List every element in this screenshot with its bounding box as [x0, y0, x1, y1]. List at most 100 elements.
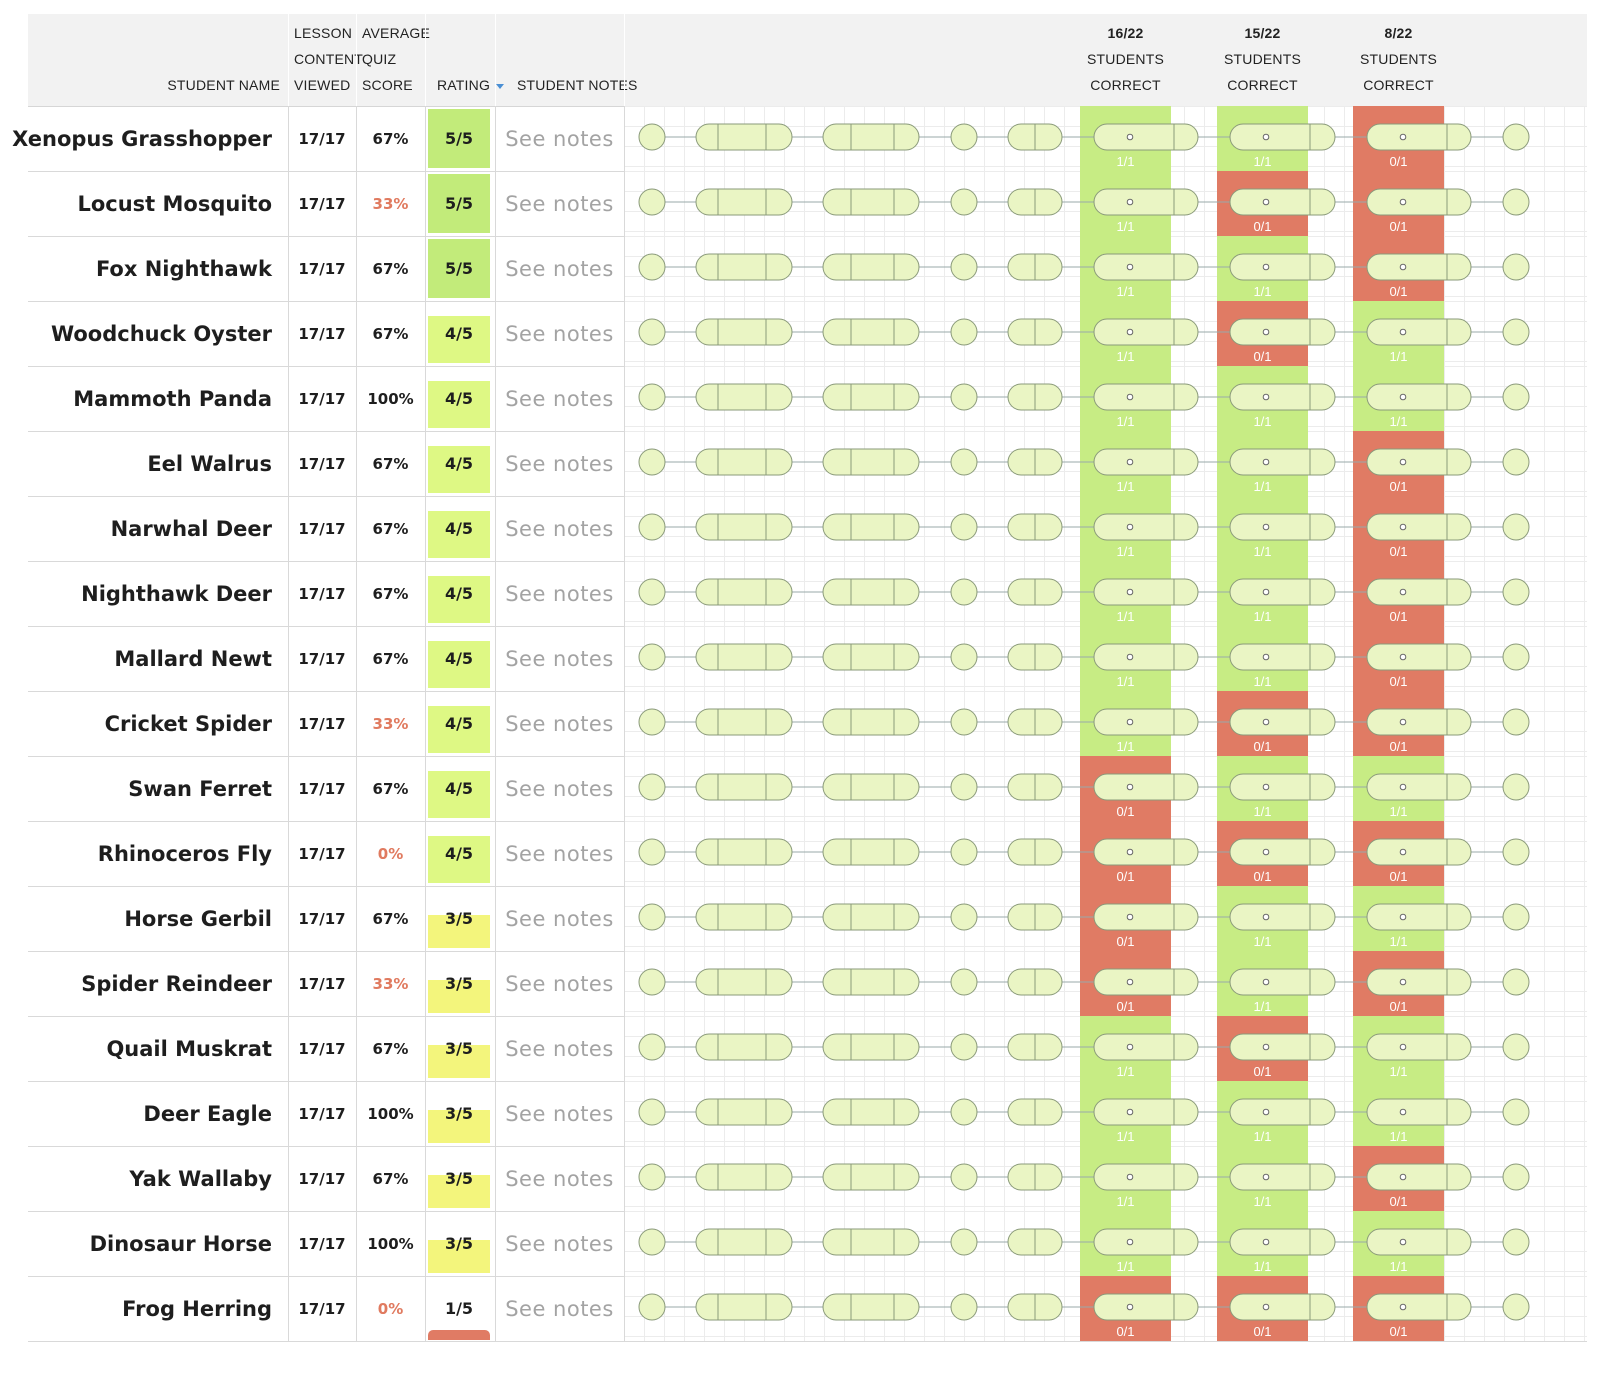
lesson-node [950, 448, 978, 476]
student-name[interactable]: Mallard Newt [114, 646, 272, 671]
header-quiz-3[interactable]: 8/22 STUDENTS CORRECT [1353, 14, 1444, 106]
lesson-group-node [695, 383, 793, 411]
see-notes-link[interactable]: See notes [505, 1036, 614, 1061]
table-row[interactable]: 1/1 1/1 1/1 Deer Eagle 17/17 100% 3/5 See notes [28, 1081, 1587, 1147]
see-notes-link[interactable]: See notes [505, 646, 614, 671]
table-row[interactable]: 1/1 1/1 0/1 Mallard Newt 17/17 67% 4/5 See note… [28, 626, 1587, 692]
lesson-content-viewed: 17/17 [298, 909, 346, 928]
column-divider [356, 1211, 357, 1276]
header-average-quiz-score[interactable]: AVERAGE QUIZ SCORE [362, 25, 431, 93]
see-notes-link[interactable]: See notes [505, 1231, 614, 1256]
student-name[interactable]: Yak Wallaby [129, 1166, 272, 1191]
quiz-marker [1126, 523, 1134, 531]
student-name[interactable]: Woodchuck Oyster [50, 321, 272, 346]
progress-track [638, 903, 1530, 931]
quiz-marker [1262, 328, 1270, 336]
see-notes-link[interactable]: See notes [505, 516, 614, 541]
student-name[interactable]: Nighthawk Deer [81, 581, 272, 606]
table-row[interactable]: 1/1 0/1 0/1 Locust Mosquito 17/17 33% 5/5 See n… [28, 171, 1587, 237]
table-row[interactable]: 1/1 1/1 0/1 Eel Walrus 17/17 67% 4/5 See notes [28, 431, 1587, 497]
quiz-result-label: 1/1 [1116, 154, 1135, 169]
lesson-node [950, 643, 978, 671]
table-row[interactable]: 1/1 1/1 0/1 Yak Wallaby 17/17 67% 3/5 See notes [28, 1146, 1587, 1212]
quiz-marker [1399, 263, 1407, 271]
see-notes-link[interactable]: See notes [505, 1296, 614, 1321]
student-name[interactable]: Quail Muskrat [106, 1036, 272, 1061]
student-name[interactable]: Xenopus Grasshopper [12, 126, 272, 151]
sort-descending-icon[interactable] [496, 83, 505, 89]
see-notes-link[interactable]: See notes [505, 386, 614, 411]
student-name[interactable]: Mammoth Panda [73, 386, 272, 411]
column-divider [288, 236, 289, 301]
column-divider [288, 366, 289, 431]
table-row[interactable]: 1/1 0/1 1/1 Woodchuck Oyster 17/17 67% 4/5 See … [28, 301, 1587, 367]
header-lesson-content-viewed[interactable]: LESSON CONTENT VIEWED [294, 25, 364, 93]
student-name[interactable]: Fox Nighthawk [95, 256, 272, 281]
lesson-group-node [1366, 578, 1472, 606]
header-rating[interactable]: RATING [425, 14, 505, 106]
student-name[interactable]: Frog Herring [122, 1296, 272, 1321]
column-divider [288, 691, 289, 756]
rating-cell: 4/5 [425, 756, 495, 821]
table-row[interactable]: 0/1 1/1 1/1 Swan Ferret 17/17 67% 4/5 See notes [28, 756, 1587, 822]
see-notes-link[interactable]: See notes [505, 321, 614, 346]
student-name[interactable]: Cricket Spider [104, 711, 272, 736]
student-name[interactable]: Rhinoceros Fly [97, 841, 272, 866]
quiz-result-cell[interactable]: 0/1 [1217, 1016, 1308, 1081]
rating-value: 5/5 [444, 129, 474, 148]
lesson-group-node [1366, 643, 1472, 671]
see-notes-link[interactable]: See notes [505, 1101, 614, 1126]
student-name[interactable]: Horse Gerbil [124, 906, 272, 931]
table-row[interactable]: 1/1 0/1 0/1 Cricket Spider 17/17 33% 4/5 See no… [28, 691, 1587, 757]
see-notes-link[interactable]: See notes [505, 841, 614, 866]
see-notes-link[interactable]: See notes [505, 971, 614, 996]
lesson-group-node [695, 838, 793, 866]
header-student-name[interactable]: STUDENT NAME [167, 77, 280, 93]
see-notes-link[interactable]: See notes [505, 1166, 614, 1191]
lesson-group-node [1366, 123, 1472, 151]
table-row[interactable]: 0/1 0/1 0/1 Frog Herring 17/17 0% 1/5 See notes [28, 1276, 1587, 1342]
table-row[interactable]: 0/1 1/1 1/1 Horse Gerbil 17/17 67% 3/5 See note… [28, 886, 1587, 952]
student-name[interactable]: Spider Reindeer [81, 971, 272, 996]
quiz-result-label: 0/1 [1389, 544, 1408, 559]
see-notes-link[interactable]: See notes [505, 906, 614, 931]
table-row[interactable]: 1/1 0/1 1/1 Quail Muskrat 17/17 67% 3/5 See not… [28, 1016, 1587, 1082]
header-student-notes[interactable]: STUDENT NOTES [517, 77, 638, 93]
see-notes-link[interactable]: See notes [505, 256, 614, 281]
table-row[interactable]: 1/1 1/1 0/1 Nighthawk Deer 17/17 67% 4/5 See no… [28, 561, 1587, 627]
column-divider [425, 496, 426, 561]
student-name[interactable]: Locust Mosquito [77, 191, 272, 216]
see-notes-link[interactable]: See notes [505, 126, 614, 151]
see-notes-link[interactable]: See notes [505, 451, 614, 476]
lesson-group-node [695, 1293, 793, 1321]
table-row[interactable]: 0/1 1/1 0/1 Spider Reindeer 17/17 33% 3/5 See n… [28, 951, 1587, 1017]
average-quiz-score: 67% [372, 1039, 409, 1058]
see-notes-link[interactable]: See notes [505, 581, 614, 606]
student-name[interactable]: Dinosaur Horse [89, 1231, 272, 1256]
table-row[interactable]: 1/1 1/1 0/1 Xenopus Grasshopper 17/17 67% 5/5 S… [12, 106, 1587, 172]
header-quiz-1[interactable]: 16/22 STUDENTS CORRECT [1080, 14, 1171, 106]
lesson-content-viewed: 17/17 [298, 1299, 346, 1318]
lesson-group-node [822, 383, 920, 411]
quiz-result-label: 1/1 [1116, 479, 1135, 494]
lesson-content-viewed: 17/17 [298, 259, 346, 278]
rating-bar [428, 174, 490, 233]
table-row[interactable]: 1/1 1/1 0/1 Narwhal Deer 17/17 67% 4/5 See note… [28, 496, 1587, 562]
student-name[interactable]: Eel Walrus [147, 451, 272, 476]
see-notes-link[interactable]: See notes [505, 711, 614, 736]
header-quiz-2[interactable]: 15/22 STUDENTS CORRECT [1217, 14, 1308, 106]
table-row[interactable]: 0/1 0/1 0/1 Rhinoceros Fly 17/17 0% 4/5 See not… [28, 821, 1587, 887]
table-row[interactable]: 1/1 1/1 1/1 Mammoth Panda 17/17 100% 4/5 See no… [28, 366, 1587, 432]
see-notes-link[interactable]: See notes [505, 191, 614, 216]
lesson-group-node [1229, 708, 1336, 736]
table-row[interactable]: 1/1 1/1 1/1 Dinosaur Horse 17/17 100% 3/5 See n… [28, 1211, 1587, 1277]
student-name[interactable]: Deer Eagle [143, 1101, 272, 1126]
see-notes-link[interactable]: See notes [505, 776, 614, 801]
lesson-group-node [1366, 1033, 1472, 1061]
student-name[interactable]: Swan Ferret [128, 776, 272, 801]
quiz-marker [1399, 1238, 1407, 1246]
column-divider [425, 1276, 426, 1341]
student-name[interactable]: Narwhal Deer [110, 516, 272, 541]
table-row[interactable]: 1/1 1/1 0/1 Fox Nighthawk 17/17 67% 5/5 See not… [28, 236, 1587, 302]
